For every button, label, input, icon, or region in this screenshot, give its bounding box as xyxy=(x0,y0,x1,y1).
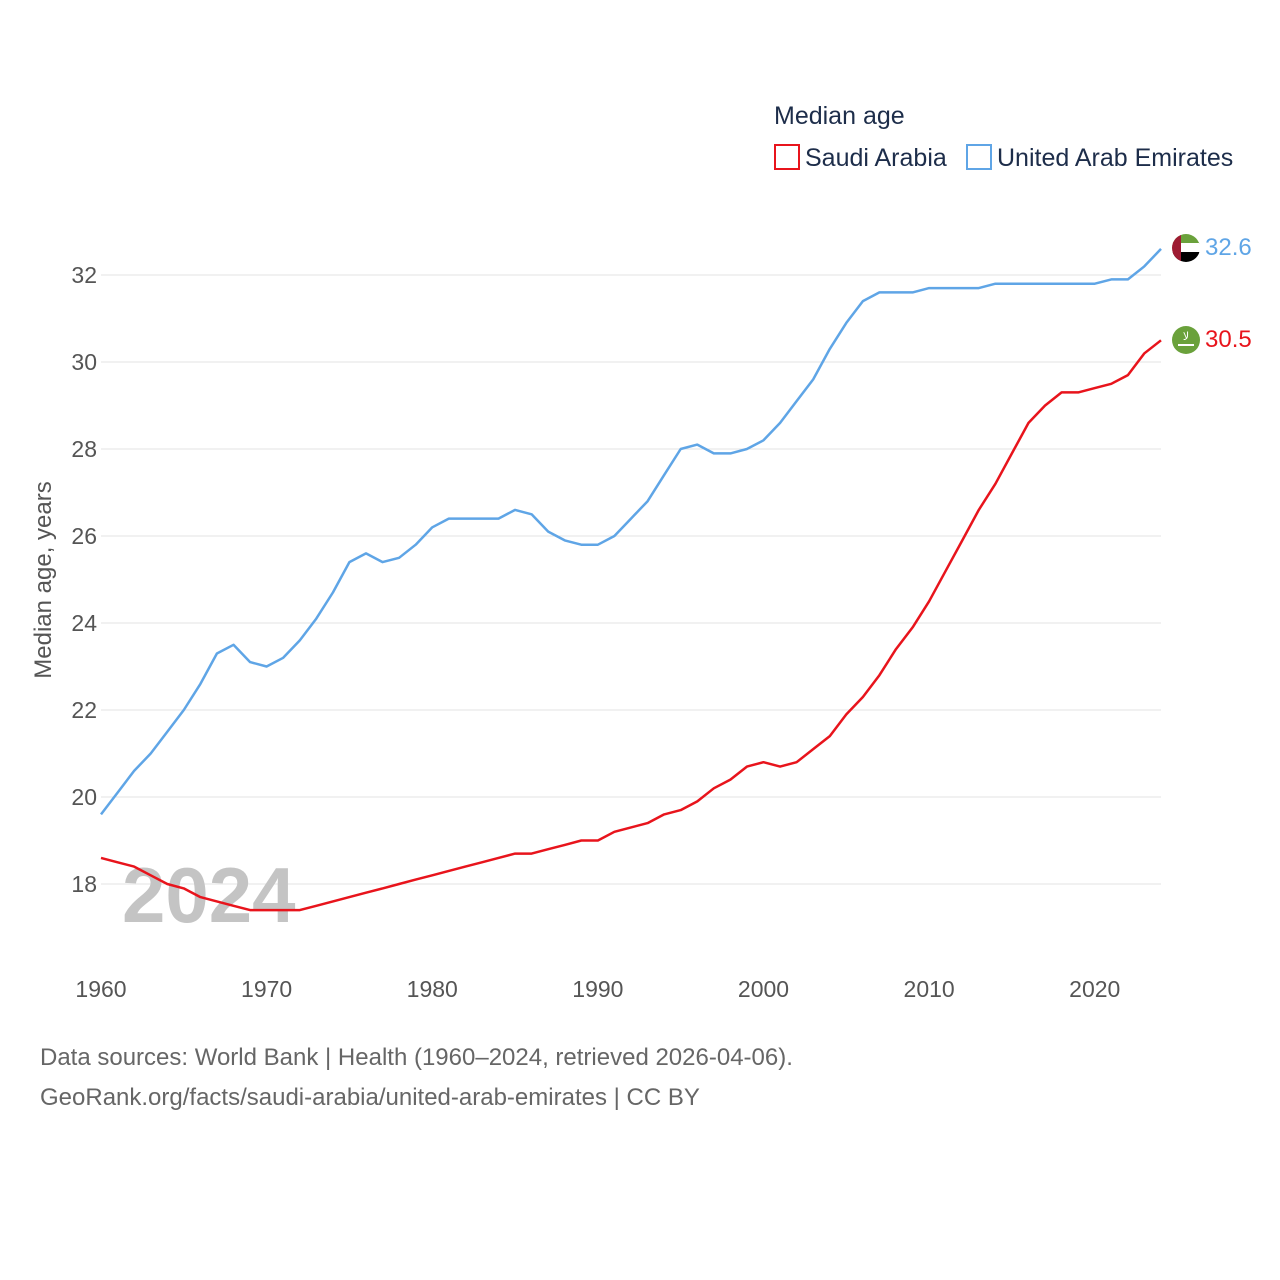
y-tick-label-20: 20 xyxy=(71,784,97,810)
y-tick-label-18: 18 xyxy=(71,871,97,897)
saudi-flag-script: لا xyxy=(1183,330,1189,343)
x-axis-ticks: 1960 1970 1980 1990 2000 2010 2020 xyxy=(75,976,1120,1002)
series-line-saudi-arabia[interactable] xyxy=(100,339,1162,912)
gridlines xyxy=(101,274,1161,885)
legend-title: Median age xyxy=(774,102,905,130)
legend-label-united-arab-emirates: United Arab Emirates xyxy=(997,144,1233,172)
end-label-united-arab-emirates: 32.6 xyxy=(1205,234,1252,261)
x-tick-label-2020: 2020 xyxy=(1069,976,1120,1002)
legend-item-saudi-arabia[interactable]: Saudi Arabia xyxy=(774,144,947,172)
legend: Median age Saudi Arabia United Arab Emir… xyxy=(774,102,1233,172)
y-tick-label-24: 24 xyxy=(71,610,97,636)
legend-label-saudi-arabia: Saudi Arabia xyxy=(805,144,947,172)
y-tick-label-28: 28 xyxy=(71,436,97,462)
y-tick-label-26: 26 xyxy=(71,523,97,549)
x-tick-label-1990: 1990 xyxy=(572,976,623,1002)
series-lines xyxy=(100,248,1162,912)
source-note-line-1: Data sources: World Bank | Health (1960–… xyxy=(40,1044,793,1071)
x-tick-label-2000: 2000 xyxy=(738,976,789,1002)
saudi-flag-icon: لا xyxy=(1172,326,1200,354)
x-tick-label-2010: 2010 xyxy=(904,976,955,1002)
y-tick-label-32: 32 xyxy=(71,262,97,288)
uae-flag-icon xyxy=(1172,234,1200,262)
source-note-line-2[interactable]: GeoRank.org/facts/saudi-arabia/united-ar… xyxy=(40,1084,700,1111)
year-watermark: 2024 xyxy=(122,851,296,939)
y-tick-label-22: 22 xyxy=(71,697,97,723)
x-tick-label-1980: 1980 xyxy=(407,976,458,1002)
y-axis-ticks: 18 20 22 24 26 28 30 32 xyxy=(71,262,97,897)
end-label-saudi-arabia: 30.5 xyxy=(1205,326,1252,353)
y-tick-label-30: 30 xyxy=(71,349,97,375)
x-tick-label-1970: 1970 xyxy=(241,976,292,1002)
legend-swatch-saudi-arabia xyxy=(774,144,800,170)
x-tick-label-1960: 1960 xyxy=(75,976,126,1002)
legend-item-united-arab-emirates[interactable]: United Arab Emirates xyxy=(966,144,1233,172)
legend-swatch-united-arab-emirates xyxy=(966,144,992,170)
series-line-united-arab-emirates[interactable] xyxy=(100,248,1162,816)
y-axis-label: Median age, years xyxy=(30,481,57,678)
